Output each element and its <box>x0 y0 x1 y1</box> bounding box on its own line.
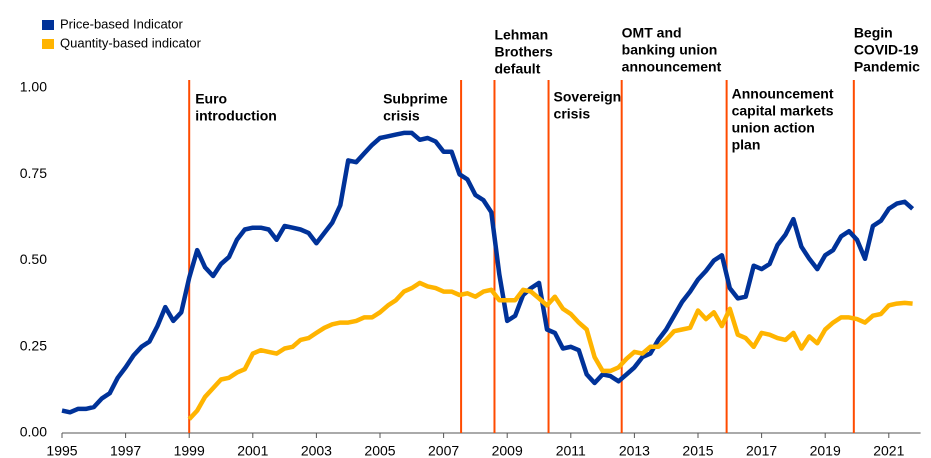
annotation: plan <box>732 137 761 153</box>
x-tick-label: 2011 <box>556 443 586 458</box>
x-tick-label: 2015 <box>682 443 713 458</box>
x-tick-label: 2001 <box>237 443 268 458</box>
x-tick-label: 2017 <box>746 443 777 458</box>
annotation: Lehman <box>494 27 548 43</box>
annotation: Sovereign <box>554 89 622 105</box>
x-tick-label: 2009 <box>492 443 523 458</box>
annotation: banking union <box>622 42 718 58</box>
annotation: OMT and <box>622 25 682 41</box>
series-line <box>187 280 913 421</box>
x-tick-label: 2003 <box>301 443 332 458</box>
annotation: default <box>494 61 540 77</box>
annotation: union action <box>732 120 815 136</box>
x-tick-label: 1995 <box>46 443 77 458</box>
legend-label: Price-based Indicator <box>60 16 184 31</box>
annotation: Announcement <box>732 86 834 102</box>
annotation: announcement <box>622 59 722 75</box>
legend-swatch <box>42 39 54 49</box>
y-tick-label: 0.75 <box>20 165 47 181</box>
annotation: Pandemic <box>854 59 920 75</box>
annotation: crisis <box>383 108 420 124</box>
annotation: Euro <box>195 91 227 107</box>
series-line <box>61 130 915 415</box>
x-tick-label: 2005 <box>364 443 395 458</box>
x-tick-label: 1999 <box>174 443 205 458</box>
annotation: Begin <box>854 25 893 41</box>
annotation: introduction <box>195 108 277 124</box>
x-tick-label: 2013 <box>619 443 650 458</box>
x-tick-label: 2021 <box>873 443 904 458</box>
legend-swatch <box>42 20 54 30</box>
y-tick-label: 0.50 <box>20 251 47 267</box>
annotation: Subprime <box>383 91 448 107</box>
y-tick-label: 0.00 <box>20 424 47 440</box>
legend-label: Quantity-based indicator <box>60 35 202 50</box>
x-tick-label: 2019 <box>810 443 841 458</box>
annotation: Brothers <box>494 44 553 60</box>
y-tick-label: 0.25 <box>20 337 47 353</box>
annotation: crisis <box>554 106 591 122</box>
y-tick-label: 1.00 <box>20 79 47 95</box>
annotation: capital markets <box>732 103 834 119</box>
x-tick-label: 2007 <box>428 443 459 458</box>
annotation: COVID-19 <box>854 42 919 58</box>
x-tick-label: 1997 <box>110 443 141 458</box>
